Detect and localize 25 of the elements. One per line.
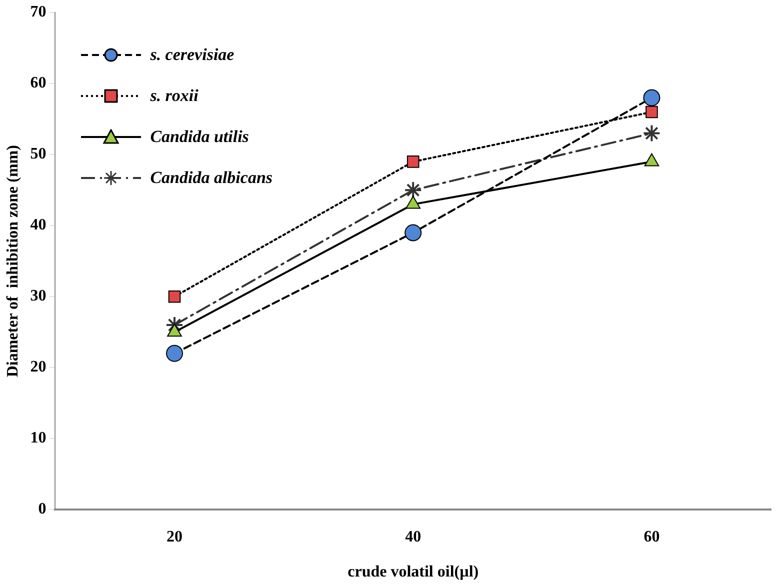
y-tick-label: 70 — [30, 4, 46, 21]
y-tick-label: 30 — [30, 288, 46, 305]
x-tick-label: 40 — [405, 528, 422, 546]
x-tick-label: 60 — [644, 528, 660, 546]
x-axis-title: crude volatil oil(µl) — [348, 564, 479, 581]
y-tick-label: 50 — [30, 146, 46, 163]
x-tick-label: 20 — [166, 528, 182, 546]
y-tick-label: 10 — [30, 430, 46, 447]
legend-label: Candida albicans — [150, 168, 273, 188]
point — [643, 89, 660, 106]
point — [404, 181, 422, 200]
point — [404, 224, 422, 242]
legend-label: Candida utilis — [150, 127, 249, 148]
legend-label: s. cerevisiae — [150, 45, 234, 66]
point — [166, 344, 183, 362]
point — [642, 124, 661, 142]
y-axis-title: Diameter of inhibition zone (mm) — [4, 145, 22, 378]
y-tick-label: 20 — [30, 358, 46, 376]
point — [646, 106, 658, 118]
point — [406, 156, 420, 168]
point — [168, 290, 181, 303]
y-tick-label: 60 — [30, 74, 46, 92]
y-tick-label: 40 — [30, 216, 46, 234]
y-tick-label: 0 — [38, 500, 46, 518]
legend-label: s. roxii — [150, 86, 198, 106]
